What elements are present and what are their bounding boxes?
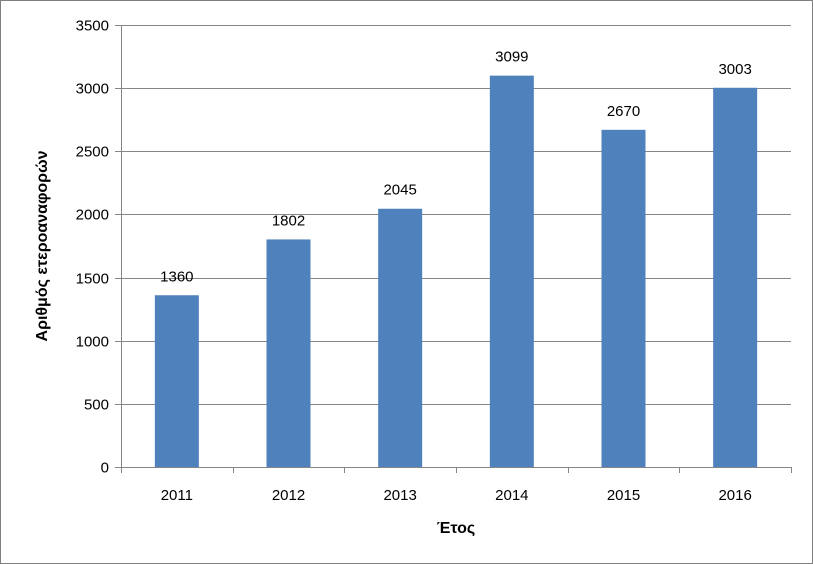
- y-tick-label: 0: [101, 460, 109, 477]
- bar-2016: [713, 87, 758, 467]
- data-label-2016: 3003: [718, 61, 751, 78]
- x-tick-label: 2011: [161, 487, 193, 504]
- y-tick-label: 2500: [76, 144, 109, 161]
- data-labels: 1360 1802 2045 3099 2670 3003: [160, 49, 752, 286]
- bar-2012: [266, 239, 311, 467]
- axes: 0 500 1000 1500 2000 2500 3000 3500 2011 2012 2013…: [76, 18, 792, 504]
- y-tick-label: 3500: [76, 18, 109, 35]
- bars: [154, 75, 758, 468]
- y-axis-title: Αριθμός ετεροαναφορών: [34, 150, 51, 341]
- x-axis-title: Έτος: [437, 520, 475, 537]
- data-label-2013: 2045: [383, 182, 416, 199]
- data-label-2015: 2670: [607, 103, 640, 120]
- bar-2011: [154, 295, 199, 467]
- data-label-2012: 1802: [272, 212, 305, 229]
- bar-2014: [489, 75, 534, 468]
- x-tick-label: 2015: [607, 487, 640, 504]
- y-tick-label: 1500: [76, 271, 109, 288]
- y-tick-label: 2000: [76, 207, 109, 224]
- gridlines: [121, 25, 791, 405]
- x-tick-label: 2014: [495, 487, 528, 504]
- x-tick-label: 2016: [718, 487, 751, 504]
- x-tick-label: 2013: [383, 487, 416, 504]
- data-label-2011: 1360: [160, 268, 193, 285]
- y-tick-label: 500: [84, 397, 109, 414]
- y-tick-label: 1000: [76, 334, 109, 351]
- bar-2013: [378, 208, 423, 467]
- bar-2015: [601, 129, 646, 467]
- x-tick-label: 2012: [272, 487, 305, 504]
- data-label-2014: 3099: [495, 49, 528, 66]
- y-tick-label: 3000: [76, 81, 109, 98]
